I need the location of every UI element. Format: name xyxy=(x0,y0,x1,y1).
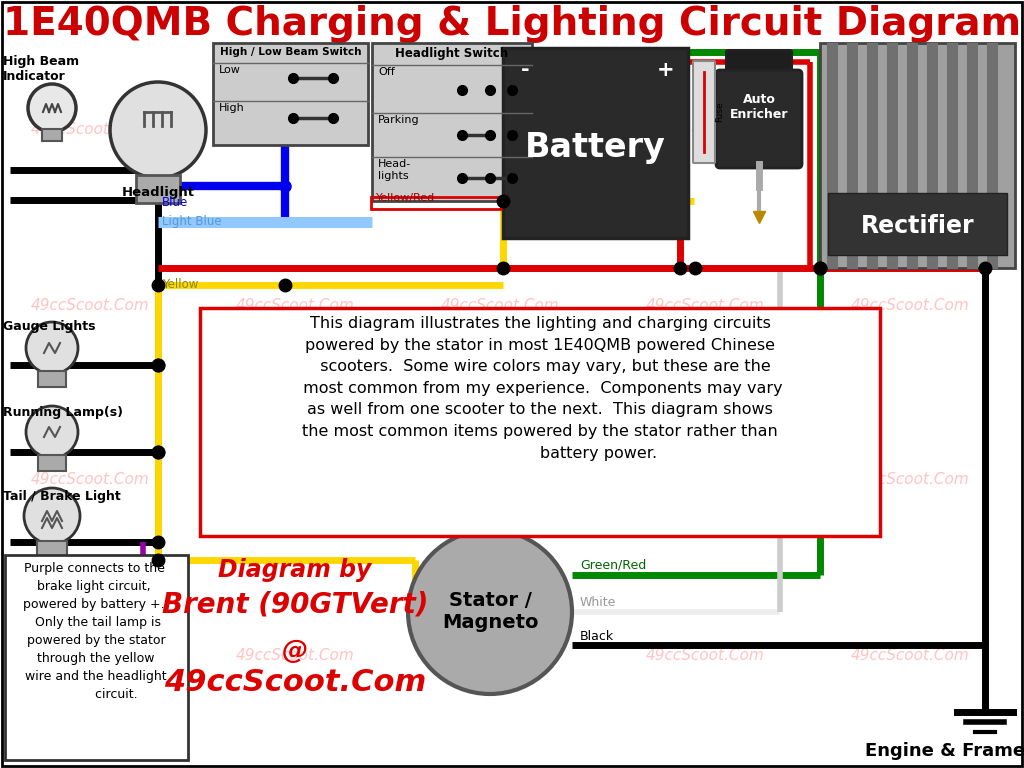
Text: @: @ xyxy=(282,638,308,664)
Circle shape xyxy=(24,488,80,544)
Text: Low: Low xyxy=(219,65,241,75)
Text: 49ccScoot.Com: 49ccScoot.Com xyxy=(645,472,764,488)
FancyBboxPatch shape xyxy=(820,43,1015,268)
FancyBboxPatch shape xyxy=(503,48,688,238)
Text: 49ccScoot.Com: 49ccScoot.Com xyxy=(236,123,354,137)
FancyBboxPatch shape xyxy=(37,541,67,559)
Text: This diagram illustrates the lighting and charging circuits
powered by the stato: This diagram illustrates the lighting an… xyxy=(298,316,782,461)
Text: Stator /
Magneto: Stator / Magneto xyxy=(441,591,539,633)
Text: 49ccScoot.Com: 49ccScoot.Com xyxy=(31,647,150,663)
Text: Blue: Blue xyxy=(162,196,188,209)
Text: 49ccScoot.Com: 49ccScoot.Com xyxy=(440,647,559,663)
Text: Purple connects to the
brake light circuit,
powered by battery +.
  Only the tai: Purple connects to the brake light circu… xyxy=(22,562,167,701)
FancyBboxPatch shape xyxy=(828,193,1007,255)
FancyBboxPatch shape xyxy=(716,70,802,168)
Text: Yellow/Red: Yellow/Red xyxy=(376,193,435,203)
Text: 49ccScoot.Com: 49ccScoot.Com xyxy=(645,297,764,313)
Text: Battery: Battery xyxy=(525,131,666,164)
Text: 49ccScoot.Com: 49ccScoot.Com xyxy=(236,297,354,313)
Text: 1E40QMB Charging & Lighting Circuit Diagram: 1E40QMB Charging & Lighting Circuit Diag… xyxy=(3,5,1021,43)
Circle shape xyxy=(408,530,572,694)
Text: Purple: Purple xyxy=(132,560,142,595)
Text: Light Blue: Light Blue xyxy=(162,215,221,228)
FancyBboxPatch shape xyxy=(693,61,715,163)
Circle shape xyxy=(28,84,76,132)
Text: +: + xyxy=(657,60,675,80)
Text: 49ccScoot.Com: 49ccScoot.Com xyxy=(851,123,970,137)
Text: Rectifier: Rectifier xyxy=(861,214,974,238)
Circle shape xyxy=(26,406,78,458)
Text: Green/Red: Green/Red xyxy=(580,558,646,571)
Text: 49ccScoot.Com: 49ccScoot.Com xyxy=(851,297,970,313)
FancyBboxPatch shape xyxy=(726,50,792,84)
Text: 49ccScoot.Com: 49ccScoot.Com xyxy=(236,647,354,663)
Circle shape xyxy=(26,322,78,374)
Text: Tail / Brake Light: Tail / Brake Light xyxy=(3,490,121,503)
Text: Brent (90GTVert): Brent (90GTVert) xyxy=(162,591,428,619)
Text: 49ccScoot.Com: 49ccScoot.Com xyxy=(31,472,150,488)
Text: Headlight: Headlight xyxy=(122,186,195,199)
FancyBboxPatch shape xyxy=(42,129,62,141)
Text: High Beam
Indicator: High Beam Indicator xyxy=(3,55,79,83)
Text: 49ccScoot.Com: 49ccScoot.Com xyxy=(645,123,764,137)
Text: Headlight Switch: Headlight Switch xyxy=(395,47,509,60)
Text: Parking: Parking xyxy=(378,115,420,125)
Text: 49ccScoot.Com: 49ccScoot.Com xyxy=(440,123,559,137)
Text: 49ccScoot.Com: 49ccScoot.Com xyxy=(851,472,970,488)
FancyBboxPatch shape xyxy=(213,43,368,145)
Text: -: - xyxy=(520,60,529,80)
Text: 49ccScoot.Com: 49ccScoot.Com xyxy=(31,123,150,137)
FancyBboxPatch shape xyxy=(372,43,532,201)
Text: 49ccScoot.Com: 49ccScoot.Com xyxy=(851,647,970,663)
Text: White: White xyxy=(580,596,616,609)
Circle shape xyxy=(110,82,206,178)
FancyBboxPatch shape xyxy=(5,555,188,760)
FancyBboxPatch shape xyxy=(38,371,66,387)
Text: Engine & Frame Ground: Engine & Frame Ground xyxy=(864,742,1024,760)
Text: 49ccScoot.Com: 49ccScoot.Com xyxy=(31,297,150,313)
Text: Diagram by: Diagram by xyxy=(218,558,372,582)
Text: Auto
Enricher: Auto Enricher xyxy=(730,93,788,121)
Text: 49ccScoot.Com: 49ccScoot.Com xyxy=(236,472,354,488)
Text: 49ccScoot.Com: 49ccScoot.Com xyxy=(164,668,426,697)
Text: Head-
lights: Head- lights xyxy=(378,159,412,180)
Text: 49ccScoot.Com: 49ccScoot.Com xyxy=(440,472,559,488)
Text: Fuse: Fuse xyxy=(715,101,724,122)
Text: 49ccScoot.Com: 49ccScoot.Com xyxy=(645,647,764,663)
FancyBboxPatch shape xyxy=(136,175,180,203)
Text: Running Lamp(s): Running Lamp(s) xyxy=(3,406,123,419)
Text: Gauge Lights: Gauge Lights xyxy=(3,320,95,333)
Text: High: High xyxy=(219,103,245,113)
Text: Yellow: Yellow xyxy=(162,278,199,291)
Text: 49ccScoot.Com: 49ccScoot.Com xyxy=(440,297,559,313)
Text: High / Low Beam Switch: High / Low Beam Switch xyxy=(220,47,361,57)
FancyBboxPatch shape xyxy=(38,455,66,471)
Text: Black: Black xyxy=(580,630,614,643)
Text: Off: Off xyxy=(378,67,394,77)
FancyBboxPatch shape xyxy=(200,308,880,536)
